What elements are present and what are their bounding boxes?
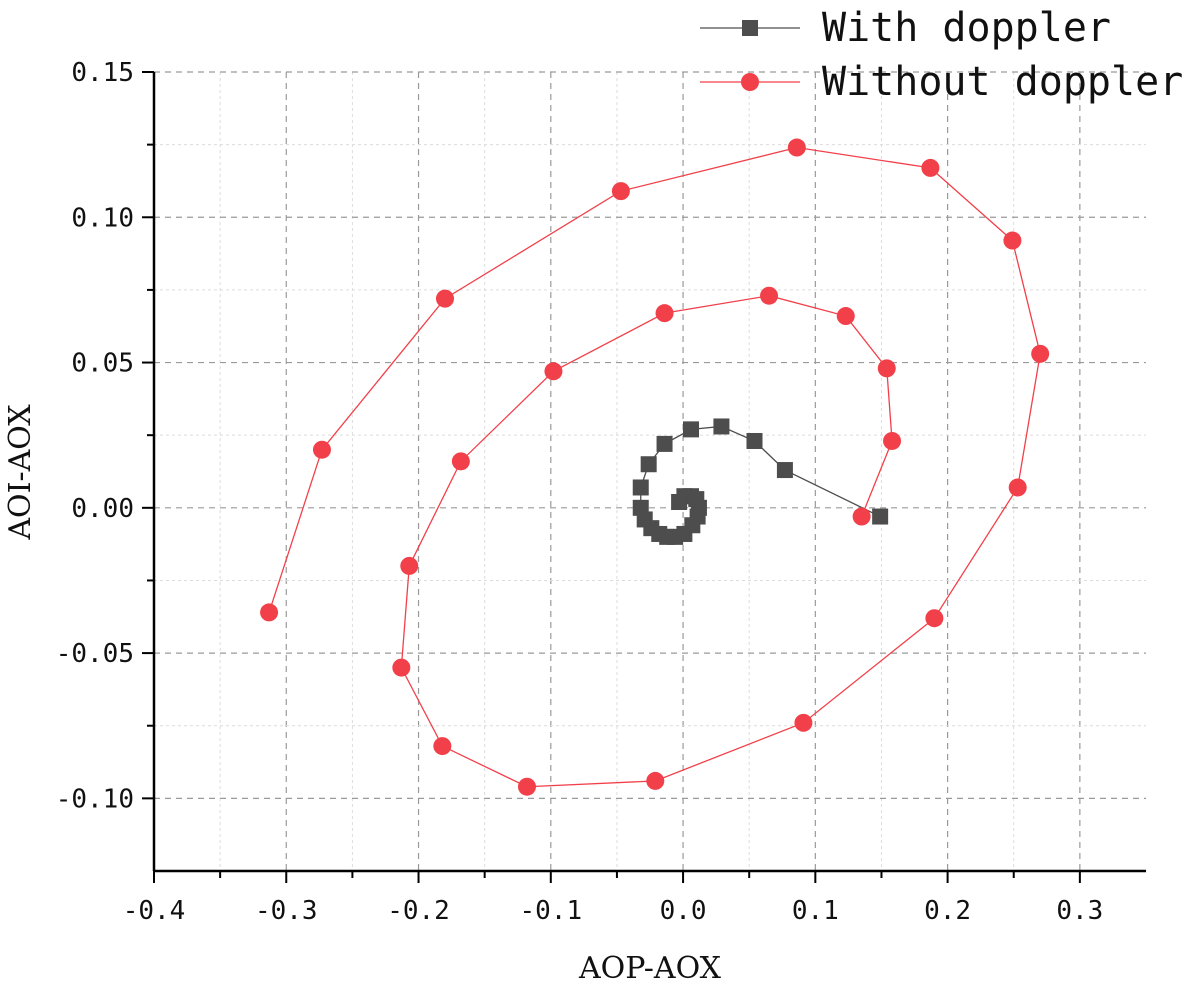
data-point [872,508,889,525]
x-tick-label: 0.1 [792,896,839,926]
y-tick-label: 0.00 [71,494,134,524]
data-point [852,507,871,526]
legend: With doppler Without doppler [700,5,1183,105]
legend-marker [741,73,759,91]
data-point [877,359,896,378]
data-point [655,304,674,323]
data-point [925,609,944,628]
data-point [836,307,855,326]
data-point [1003,231,1022,250]
data-point [392,658,411,677]
y-tick-label: 0.05 [71,349,134,379]
x-tick-label: -0.1 [519,896,582,926]
data-point [451,452,470,471]
data-point [433,737,452,756]
data-point [1031,344,1050,363]
data-point [544,362,563,381]
data-point [640,456,657,473]
axes [152,72,1146,873]
y-tick-label: -0.05 [56,639,134,669]
x-tick-label: 0.2 [924,896,971,926]
legend-marker [742,20,758,36]
legend-label: Without doppler [822,59,1183,105]
x-tick-label: -0.4 [123,896,186,926]
data-point [746,432,763,449]
data-point [611,182,630,201]
data-point [787,138,806,157]
series-line [268,146,1041,788]
data-point [776,462,793,479]
axis-ticks: -0.4 -0.3 -0.2 -0.1 0.0 0.1 0.2 0.3 -0.10 -0.05 0.… [56,58,1104,926]
series-with-doppler [632,418,889,545]
data-point [713,418,730,435]
data-point [646,771,665,790]
data-point [794,713,813,732]
data-point [1008,478,1027,497]
legend-label: With doppler [822,5,1111,51]
x-tick-label: 0.3 [1056,896,1103,926]
series-layer [260,138,1050,796]
data-point [312,440,331,459]
data-point [921,158,940,177]
y-tick-label: 0.10 [71,203,134,233]
y-tick-label: 0.15 [71,58,134,88]
data-point [632,479,649,496]
y-tick-label: -0.10 [56,784,134,814]
data-point [760,286,779,305]
data-point [517,777,536,796]
grid-lines [154,71,1146,871]
data-point [671,494,688,511]
x-tick-label: 0.0 [660,896,707,926]
data-point [656,435,673,452]
data-point [435,289,454,308]
data-point [683,421,700,438]
x-tick-label: -0.2 [387,896,450,926]
data-point [400,556,419,575]
y-axis-title: AOI-AOX [3,404,38,541]
x-tick-label: -0.3 [255,896,318,926]
data-point [883,431,902,450]
x-axis-title: AOP-AOX [578,951,722,983]
series-without-doppler [260,138,1050,796]
data-point [260,603,279,622]
